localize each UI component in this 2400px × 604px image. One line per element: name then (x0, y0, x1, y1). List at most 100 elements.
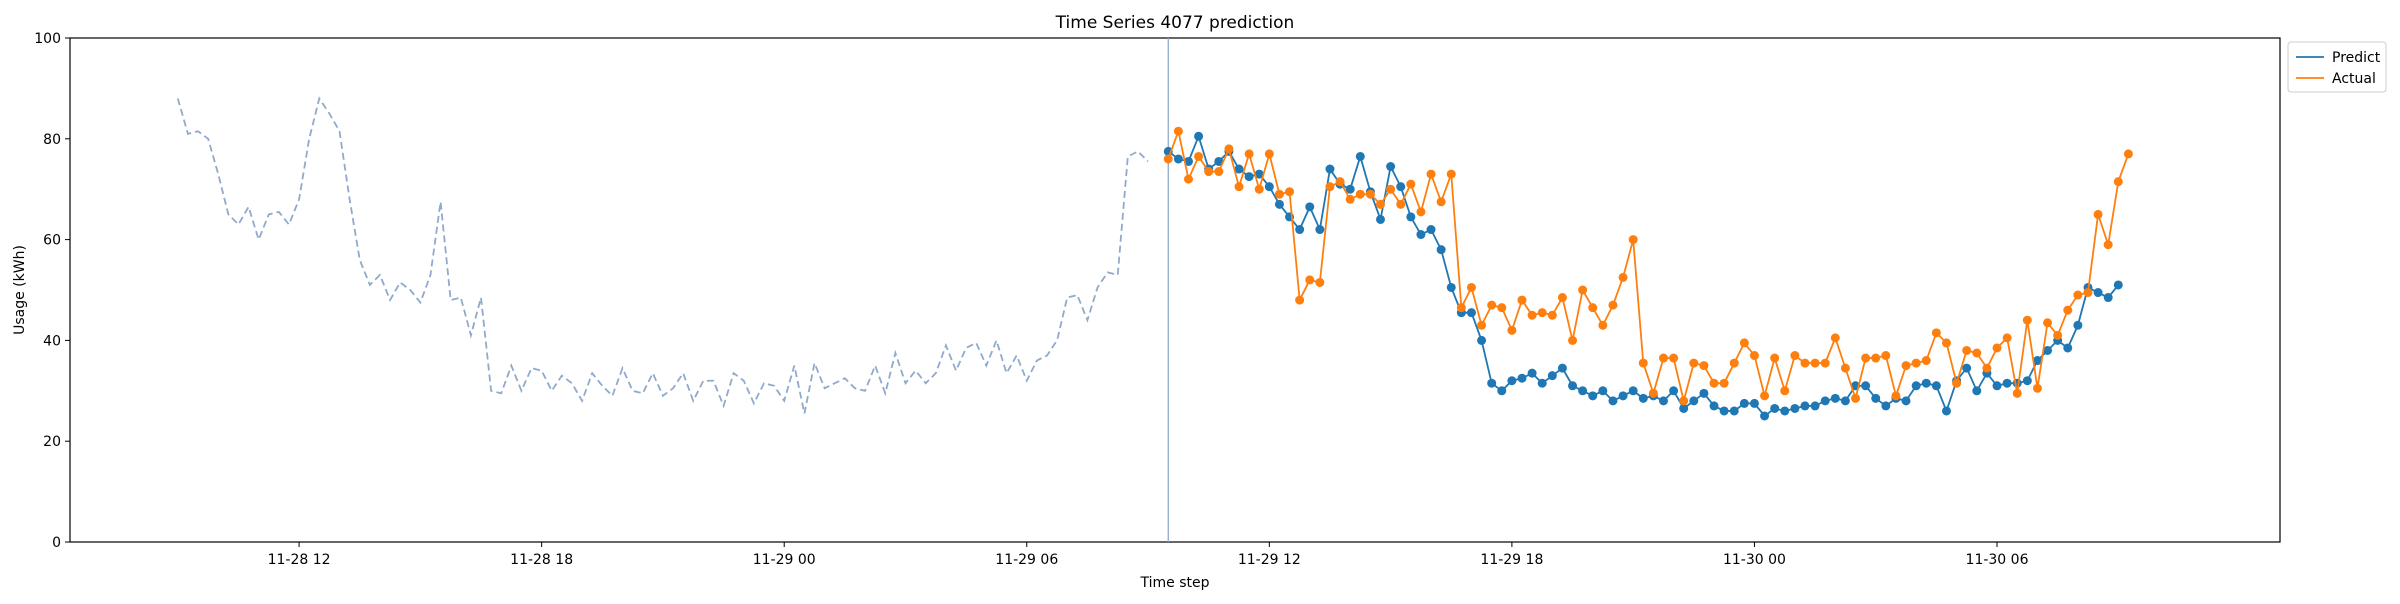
actual-point (2113, 177, 2123, 187)
predict-point (1790, 403, 1800, 413)
actual-point (1507, 325, 1517, 335)
predict-point (1527, 368, 1537, 378)
x-tick-label: 11-30 00 (1723, 552, 1786, 568)
chart-title: Time Series 4077 prediction (1055, 13, 1295, 33)
actual-point (1416, 207, 1426, 217)
actual-point (1719, 378, 1729, 388)
predict-point (1840, 396, 1850, 406)
predict-point (1709, 401, 1719, 411)
predict-point (1931, 381, 1941, 391)
y-tick-label: 0 (52, 535, 61, 551)
y-tick-label: 100 (34, 31, 61, 47)
predict-point (1477, 335, 1487, 345)
predict-point (1264, 182, 1274, 192)
predict-point (1466, 308, 1476, 318)
actual-point (2093, 209, 2103, 219)
actual-point (1699, 361, 1709, 371)
actual-point (1214, 167, 1224, 177)
actual-point (1881, 351, 1891, 361)
actual-point (1669, 353, 1679, 363)
predict-point (1305, 202, 1315, 212)
actual-point (1800, 358, 1810, 368)
actual-point (1325, 182, 1335, 192)
predict-point (1861, 381, 1871, 391)
actual-point (1891, 391, 1901, 401)
predict-point (1315, 225, 1325, 235)
predict-point (1517, 373, 1527, 383)
predict-point (1699, 388, 1709, 398)
actual-point (1406, 179, 1416, 189)
actual-point (1436, 197, 1446, 207)
actual-point (2083, 288, 2093, 298)
y-axis: 0 20 40 60 80 100 (34, 31, 70, 551)
actual-point (1355, 189, 1365, 199)
actual-point (1921, 356, 1931, 366)
actual-point (1962, 345, 1972, 355)
actual-point (1204, 167, 1214, 177)
actual-point (1285, 187, 1295, 197)
actual-point (1477, 320, 1487, 330)
predict-point (1507, 376, 1517, 386)
actual-point (1537, 308, 1547, 318)
predict-point (1376, 214, 1385, 224)
predict-point (1345, 184, 1355, 194)
x-axis-label: Time step (1140, 575, 1210, 591)
predict-point (1669, 386, 1679, 396)
actual-point (1648, 388, 1658, 398)
actual-point (1295, 295, 1305, 305)
predict-point (1194, 131, 1204, 141)
predict-point (1820, 396, 1830, 406)
predict-point (2022, 376, 2032, 386)
predict-point (1274, 199, 1284, 209)
actual-point (2053, 330, 2063, 340)
x-tick-label: 11-29 06 (995, 552, 1058, 568)
actual-point (2002, 333, 2012, 343)
predict-point (1588, 391, 1598, 401)
actual-point (1557, 293, 1567, 303)
predict-point (1396, 182, 1406, 192)
history-line (176, 96, 1149, 414)
predict-point (2093, 288, 2103, 298)
predict-point (1921, 378, 1931, 388)
predict-point (1608, 396, 1618, 406)
legend-box (2287, 41, 2387, 93)
actual-point (1173, 126, 1183, 136)
actual-point (1658, 353, 1668, 363)
actual-point (1365, 189, 1375, 199)
actual-point (1163, 154, 1173, 164)
predict-point (1800, 401, 1810, 411)
actual-point (1709, 378, 1719, 388)
predict-point (1325, 164, 1335, 174)
actual-point (1274, 189, 1284, 199)
actual-point (1264, 149, 1274, 159)
actual-point (1588, 303, 1598, 313)
actual-point (1972, 348, 1982, 358)
plot-area (176, 38, 2133, 542)
actual-point (2032, 383, 2042, 393)
predict-point (1436, 245, 1446, 255)
actual-point (1598, 320, 1608, 330)
x-tick-label: 11-29 12 (1238, 552, 1301, 568)
legend-label-actual: Actual (2332, 71, 2376, 87)
predict-point (1295, 225, 1305, 235)
actual-point (1992, 343, 2002, 353)
predict-point (1578, 386, 1588, 396)
predict-point (1183, 156, 1193, 166)
predict-point (1749, 398, 1759, 408)
predict-point (1871, 393, 1881, 403)
actual-point (1760, 391, 1770, 401)
predict-point (1770, 403, 1780, 413)
predict-point (1598, 386, 1608, 396)
predict-point (1941, 406, 1951, 416)
actual-point (1901, 361, 1911, 371)
predict-point (2002, 378, 2012, 388)
actual-point (2123, 149, 2133, 159)
predict-point (2043, 345, 2053, 355)
actual-point (1749, 351, 1759, 361)
y-tick-label: 40 (43, 333, 61, 349)
predict-point (1568, 381, 1578, 391)
actual-point (1790, 351, 1800, 361)
y-tick-label: 60 (43, 233, 61, 249)
